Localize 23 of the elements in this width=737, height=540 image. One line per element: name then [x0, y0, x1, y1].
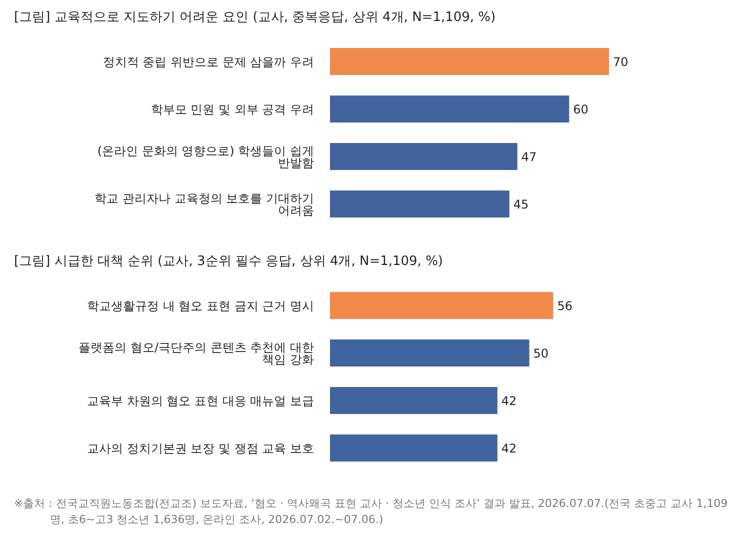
data-label: 42: [501, 394, 517, 408]
data-label: 56: [557, 298, 572, 313]
text: ※출처 : 전국교직원노동조합(전교조) 보도자료, ‘혐오 · 역사왜곡 표현 교사 · 청소년 인식 조사’ 결과 발표, 2026.07.07.(전국 초중고 교사 1,109명, 초6~고3 청소년 1,636명, 온라인 조사, 2026.07.02.~07.06.): [14, 496, 729, 528]
y-tick-label: 학교 관리자나 교육청의 보호를 기대하기 어려움: [94, 192, 314, 218]
y-tick-label: 교사의 정치기본권 보장 및 쟁점 교육 보호: [87, 442, 314, 456]
chart-title: [그림] 교육적으로 지도하기 어려운 요인 (교사, 중복응답, 상위 4개, N=1,109, %): [14, 9, 497, 26]
bar: [330, 96, 570, 122]
data-label: 60: [573, 102, 588, 116]
y-tick-label: 학부모 민원 및 외부 공격 우려: [150, 102, 314, 117]
bar: [330, 143, 518, 170]
data-label: 50: [533, 346, 549, 360]
y-tick-label: 정치적 중립 위반으로 문제 삼을까 우려: [102, 55, 314, 70]
y-tick-label: 플랫폼의 혐오/극단주의 콘텐츠 추천에 대한 책임 강화: [78, 340, 314, 367]
y-tick-label: (온라인 문화의 영향으로) 학생들이 쉽게 반발함: [97, 144, 314, 170]
data-label: 42: [501, 441, 517, 456]
data-label: 47: [521, 150, 537, 164]
y-tick-label: 교육부 차원의 혐오 표현 대응 매뉴얼 보급: [87, 394, 314, 408]
data-label: 70: [613, 54, 628, 69]
bar: [330, 48, 610, 75]
bar: [330, 190, 510, 218]
chart-title: [그림] 시급한 대책 순위 (교사, 3순위 필수 응답, 상위 4개, N=1,109, %): [14, 253, 444, 270]
y-tick-label: 학교생활규정 내 혐오 표현 금지 근거 명시: [87, 299, 314, 314]
data-label: 45: [513, 197, 529, 212]
